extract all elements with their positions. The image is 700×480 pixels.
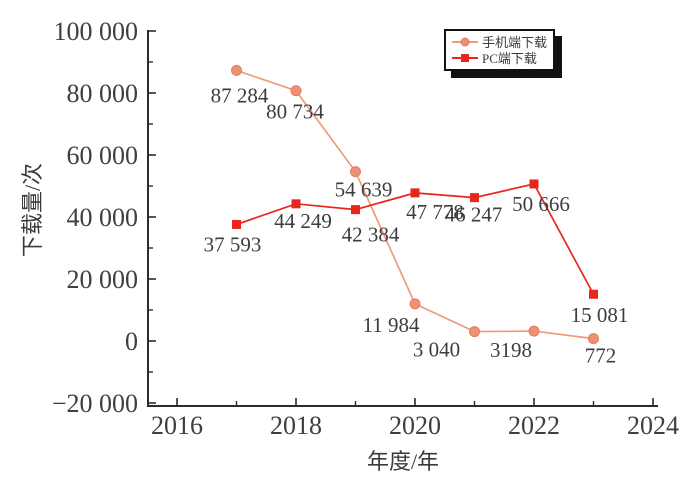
mobile-data-point [231,64,242,76]
legend-entry-pc: PC端下载 [451,50,547,66]
y-tick-label: 100 000 [54,17,139,46]
mobile-data-point [588,333,599,345]
y-tick-label: 0 [125,327,138,356]
mobile-series-icon [452,37,478,47]
y-tick-label: 40 000 [67,203,139,232]
mobile-data-point [469,326,480,338]
pc-data-point [529,179,539,189]
data-point-label: 44 249 [274,209,332,233]
mobile-data-point [528,325,540,337]
pc-data-point [232,219,241,229]
x-tick-label: 2020 [389,411,441,440]
data-point-label: 47 778 [406,200,464,224]
data-point-label: 80 734 [266,100,324,124]
pc-data-point [351,205,360,215]
x-tick-label: 2016 [151,411,203,440]
legend-label-mobile: 手机端下载 [482,34,548,50]
data-point-label: 50 666 [512,192,570,216]
x-tick-label: 2018 [270,411,322,440]
pc-data-point [589,289,598,299]
pc-data-point [470,193,479,203]
legend: 手机端下载 PC端下载 [444,29,556,71]
data-point-label: 11 984 [363,313,420,337]
pc-series-icon [452,54,478,62]
pc-data-point [291,199,301,209]
mobile-data-point [409,298,421,310]
data-point-label: 46 247 [445,203,503,227]
data-point-label: 3198 [490,338,532,362]
y-tick-label: 80 000 [67,79,139,108]
data-point-label: 772 [585,344,617,368]
mobile-data-point [290,85,302,97]
mobile-data-point [350,166,361,178]
data-point-label: 3 040 [413,338,460,362]
legend-entry-mobile: 手机端下载 [451,34,547,50]
y-tick-label: 60 000 [67,141,139,170]
x-tick-label: 2022 [508,411,560,440]
pc-data-point [410,188,420,198]
data-point-label: 37 593 [204,232,262,256]
data-point-label: 15 081 [571,303,629,327]
x-tick-label: 2024 [627,411,679,440]
y-tick-label: 20 000 [67,265,139,294]
data-point-label: 87 284 [211,83,269,107]
legend-label-pc: PC端下载 [482,50,537,66]
y-tick-label: −20 000 [52,389,138,418]
y-axis-title: 下载量/次 [20,162,45,258]
x-axis-title: 年度/年 [366,449,440,474]
data-point-label: 42 384 [342,223,400,247]
data-point-label: 54 639 [335,178,393,202]
